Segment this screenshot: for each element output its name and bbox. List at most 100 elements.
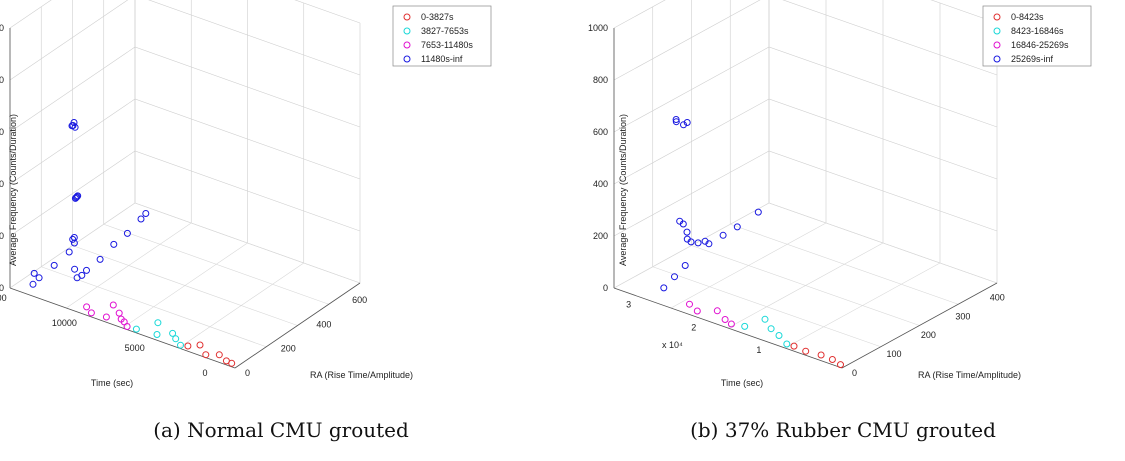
gridline-z <box>613 98 998 185</box>
z-tick-label: 800 <box>0 75 4 85</box>
y-axis-label: RA (Rise Time/Amplitude) <box>310 370 413 380</box>
caption-a: (a) Normal CMU grouted <box>153 418 409 442</box>
plot-area: 0200400600800100005000100001500002004006… <box>0 0 492 388</box>
data-point <box>837 361 844 369</box>
chart-panel-normal: 0200400600800100005000100001500002004006… <box>0 0 562 461</box>
y-tick-label: 300 <box>955 311 970 321</box>
z-tick-label: 1000 <box>0 23 4 33</box>
data-point <box>660 284 668 292</box>
x-multiplier-label: x 10⁴ <box>662 340 683 350</box>
y-axis-line <box>234 282 361 369</box>
gridline-z <box>9 46 361 133</box>
gridline-floor-x <box>670 222 827 309</box>
z-tick-label: 1000 <box>588 23 608 33</box>
z-tick-label: 200 <box>0 231 4 241</box>
z-tick-label: 0 <box>0 283 4 293</box>
data-point <box>153 331 161 338</box>
legend-label: 25269s-inf <box>1011 54 1054 64</box>
chart-panel-rubber: 0 200 400 600 800 1000 1 2 3 0 100 200 300 400 Time (s… <box>562 0 1124 461</box>
x-tick-label: 2 <box>691 322 696 332</box>
data-point <box>123 229 131 237</box>
data-point <box>72 194 80 201</box>
gridline-z <box>9 98 361 185</box>
data-point <box>741 322 749 330</box>
data-point <box>196 341 204 349</box>
x-tick-label: 15000 <box>0 293 7 303</box>
z-tick-label: 200 <box>593 231 608 241</box>
gridline-z <box>9 0 361 29</box>
gridline-floor-y <box>691 245 920 326</box>
data-point <box>96 255 104 263</box>
legend-marker <box>993 41 1001 49</box>
data-point <box>184 342 192 350</box>
data-point <box>71 265 79 273</box>
gridline-floor-y <box>134 202 361 284</box>
data-point <box>110 240 118 248</box>
data-point <box>727 320 735 328</box>
data-point <box>693 307 701 315</box>
caption-b: (b) 37% Rubber CMU grouted <box>690 418 996 442</box>
legend-label: 16846-25269s <box>1011 40 1069 50</box>
data-point <box>117 315 125 323</box>
gridline-z <box>613 0 998 81</box>
x-axis-label: Time (sec) <box>91 378 133 388</box>
y-tick-label: 400 <box>990 292 1005 302</box>
y-tick-label: 200 <box>921 330 936 340</box>
data-point <box>681 262 689 269</box>
legend-label: 3827-7653s <box>421 26 469 36</box>
y-tick-label: 100 <box>886 349 901 359</box>
x-tick-label: 10000 <box>52 318 77 328</box>
y-axis-label: RA (Rise Time/Amplitude) <box>918 370 1021 380</box>
z-axis-label: Average Frequency (Counts/Duration) <box>618 114 628 266</box>
legend-marker <box>993 55 1001 63</box>
legend-marker <box>993 13 1001 21</box>
y-tick-label: 0 <box>245 368 250 378</box>
data-point <box>671 273 678 281</box>
data-point <box>35 274 43 282</box>
gridline-z <box>613 46 998 133</box>
data-point <box>69 235 77 243</box>
gridline-z <box>9 0 361 81</box>
data-point <box>70 234 78 241</box>
chart-svg-a: 0200400600800100005000100001500002004006… <box>0 0 492 388</box>
gridline-z <box>9 150 361 237</box>
gridline-floor-x <box>66 222 192 309</box>
y-tick-label: 0 <box>852 368 857 378</box>
data-point <box>713 307 721 315</box>
data-point <box>102 313 110 321</box>
data-point <box>828 356 836 363</box>
gridline-z <box>9 202 361 289</box>
data-point <box>87 309 95 317</box>
legend-marker <box>403 55 411 63</box>
data-point <box>672 118 680 126</box>
data-point <box>761 315 769 323</box>
data-point <box>74 192 82 200</box>
data-point <box>177 341 184 349</box>
data-point <box>719 231 727 239</box>
legend-box <box>392 5 492 67</box>
legend-marker <box>403 13 411 21</box>
z-tick-label: 0 <box>603 283 608 293</box>
legend-marker <box>403 27 411 35</box>
data-point <box>29 280 37 288</box>
data-point <box>721 316 729 323</box>
x-axis-label: Time (sec) <box>721 378 763 388</box>
data-point <box>790 342 798 350</box>
gridline-floor-y <box>768 202 998 284</box>
legend-marker <box>993 27 1001 35</box>
z-axis-label: Average Frequency (Counts/Duration) <box>8 114 18 266</box>
gridline-z <box>613 0 998 29</box>
data-point <box>694 239 702 247</box>
data-point <box>733 223 741 231</box>
x-axis-line <box>613 287 843 369</box>
data-point <box>683 119 691 126</box>
legend-label: 11480s-inf <box>421 54 463 64</box>
legend-label: 7653-11480s <box>421 40 473 50</box>
data-point <box>683 228 691 236</box>
data-point <box>50 261 58 269</box>
x-tick-label: 1 <box>756 345 761 355</box>
data-point <box>202 351 210 359</box>
data-point <box>687 238 695 246</box>
gridline-floor-y <box>72 245 298 326</box>
y-tick-label: 400 <box>316 319 331 329</box>
